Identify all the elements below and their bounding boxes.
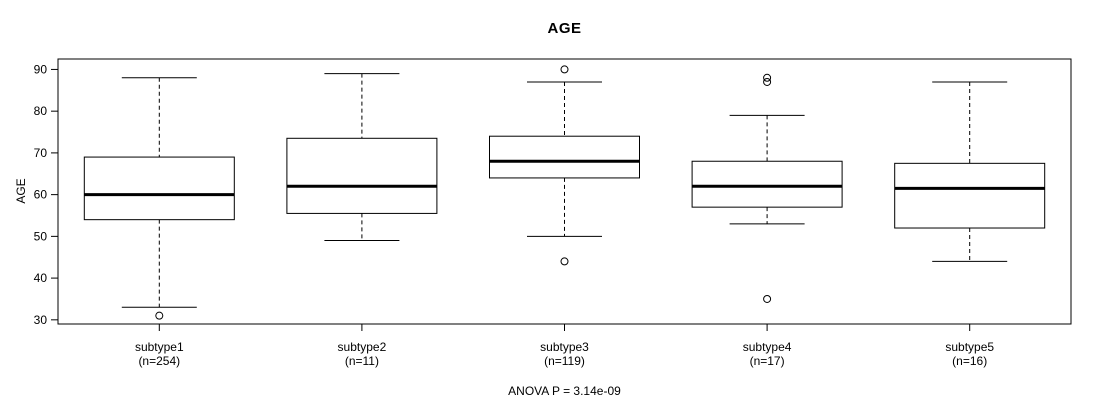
group-count-label: (n=119) xyxy=(544,354,585,368)
group-label: subtype3 xyxy=(540,340,589,354)
outlier-point xyxy=(155,311,164,320)
outlier-point xyxy=(560,257,569,266)
y-tick-label: 50 xyxy=(34,229,48,243)
outlier-point xyxy=(763,77,772,86)
y-tick-label: 70 xyxy=(34,146,48,160)
chart-title: AGE xyxy=(547,20,582,37)
iqr-box xyxy=(691,160,843,208)
group-label: subtype2 xyxy=(338,340,387,354)
anova-p-label: ANOVA P = 3.14e-09 xyxy=(508,384,621,398)
group-count-label: (n=16) xyxy=(952,354,987,368)
group-label: subtype1 xyxy=(135,340,184,354)
group-label: subtype5 xyxy=(945,340,994,354)
y-tick-label: 30 xyxy=(34,313,48,327)
group-label: subtype4 xyxy=(743,340,792,354)
group-count-label: (n=254) xyxy=(138,354,180,368)
outlier-point xyxy=(763,73,772,82)
iqr-box xyxy=(489,135,640,179)
y-tick-label: 40 xyxy=(34,271,48,285)
y-tick-label: 90 xyxy=(34,62,48,76)
y-tick-label: 80 xyxy=(34,104,48,118)
group-count-label: (n=17) xyxy=(750,354,785,368)
group-count-label: (n=11) xyxy=(345,354,379,368)
iqr-box xyxy=(83,156,235,221)
y-tick-label: 60 xyxy=(34,188,48,202)
iqr-box xyxy=(286,137,438,214)
outlier-point xyxy=(763,294,772,303)
iqr-box xyxy=(894,162,1046,229)
outlier-point xyxy=(560,65,569,74)
